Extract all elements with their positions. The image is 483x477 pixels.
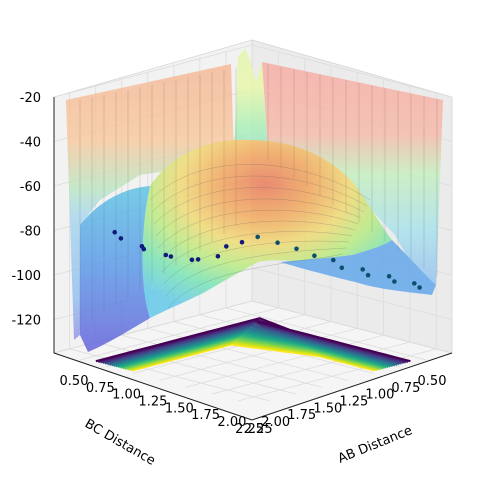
z-tick-label: -60 (20, 180, 41, 195)
trajectory-point (215, 253, 221, 259)
surface-left-wall (66, 64, 234, 340)
contour-line (113, 330, 393, 367)
contour-line (129, 341, 378, 371)
ab-tick-label: 0.75 (86, 381, 115, 396)
ab-tick-label: 1.25 (138, 395, 167, 410)
contour-lines (95, 317, 411, 372)
trajectory-point (392, 279, 397, 284)
trajectory-point (168, 254, 174, 259)
contour-line (95, 317, 411, 363)
trajectory-point (118, 236, 124, 241)
bc-tick-label: 0.50 (418, 374, 447, 389)
bc-tick-label: 0.75 (391, 381, 420, 396)
z-tick-label: -100 (11, 269, 41, 284)
energy-surface (66, 48, 443, 352)
trajectory-point (417, 285, 422, 290)
trajectory-points (112, 229, 422, 290)
ab-tick-label: 2.00 (217, 415, 246, 430)
z-tick-label: -40 (20, 136, 41, 151)
mesh-line (157, 209, 359, 249)
contour-line (131, 343, 376, 372)
mesh-line (167, 253, 344, 309)
mesh-line (153, 187, 365, 225)
contour-line (120, 335, 387, 369)
ab-tick-label: 1.50 (165, 401, 194, 416)
ab-axis-label: AB Distance (336, 423, 415, 466)
x-axis-line (251, 352, 453, 421)
surface-central-ridge (234, 48, 268, 160)
surface-valley-ab (280, 240, 436, 295)
mesh-line (163, 240, 350, 285)
trajectory-point (195, 257, 201, 262)
contour-line (122, 336, 384, 370)
trajectory-point (360, 267, 366, 272)
trajectory-point (365, 272, 371, 278)
trajectory-point (294, 246, 299, 252)
trajectory-point (163, 252, 169, 258)
bc-tick-label: 2.25 (235, 422, 264, 437)
ab-tick-labels: 0.500.751.001.251.501.752.002.25 (60, 374, 273, 437)
mesh-line (165, 247, 347, 297)
surface-right-wall (262, 62, 443, 285)
ab-tick-label: 2.25 (244, 422, 273, 437)
bc-tick-label: 1.25 (339, 395, 368, 410)
contour-line (109, 327, 398, 366)
trajectory-point (239, 239, 245, 245)
ab-tick-label: 1.00 (112, 388, 141, 403)
trajectory-point (386, 274, 392, 279)
mesh-line (149, 164, 371, 201)
trajectory-point (189, 257, 195, 263)
mesh-line (155, 198, 362, 237)
contour-line (118, 333, 389, 369)
contour-line (104, 323, 402, 365)
contour-line (127, 340, 380, 371)
contour-line (106, 325, 400, 366)
trajectory-point (331, 257, 336, 263)
trajectory-point (412, 281, 417, 286)
mesh-line (151, 175, 368, 213)
trajectory-point (312, 253, 317, 258)
bc-tick-label: 1.50 (313, 401, 342, 416)
bc-tick-labels: 0.500.751.001.251.501.752.002.25 (235, 374, 446, 437)
axis-lines (53, 97, 453, 421)
bc-tick-label: 1.75 (287, 408, 316, 423)
ab-tick-label: 1.75 (191, 408, 220, 423)
trajectory-point (224, 244, 229, 249)
z-tick-label: -20 (20, 91, 41, 106)
bc-axis-label: BC Distance (82, 416, 158, 468)
trajectory-point (275, 240, 280, 245)
contour-line (111, 328, 396, 367)
y-axis-line (53, 352, 253, 421)
surface-dome (138, 139, 392, 318)
bc-tick-label: 2.00 (261, 415, 290, 430)
z-tick-label: -120 (11, 314, 41, 329)
surface-valley-bc (80, 186, 150, 352)
z-tick-labels: -20 -40 -60 -80 -100 -120 (11, 91, 41, 329)
contour-line (115, 331, 391, 368)
ab-tick-label: 0.50 (60, 374, 89, 389)
surface-mesh (79, 64, 438, 330)
trajectory-point (141, 246, 147, 252)
trajectory-point (112, 229, 117, 235)
z-tick-label: -80 (20, 225, 41, 240)
trajectory-point (339, 265, 345, 271)
trajectory-point (255, 234, 260, 240)
bc-tick-label: 1.00 (365, 388, 394, 403)
contour-line (124, 338, 382, 370)
